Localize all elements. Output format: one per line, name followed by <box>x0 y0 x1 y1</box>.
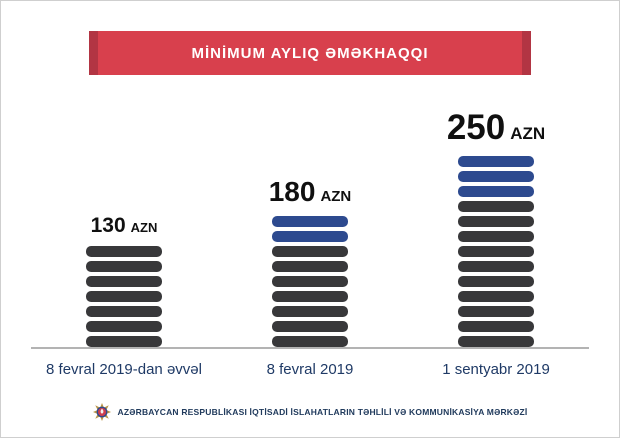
bar-segment-base <box>458 291 534 302</box>
bar-segment-base <box>272 291 348 302</box>
bar-segment-base <box>272 321 348 332</box>
value-unit: AZN <box>320 188 352 205</box>
value-number: 180 <box>268 176 316 207</box>
value-label: 250 AZN <box>447 108 545 148</box>
bar-segments <box>86 246 162 347</box>
category-label-sep-2019: 1 sentyabr 2019 <box>442 361 550 378</box>
bar-segments <box>458 156 534 347</box>
bar-segment-base <box>458 306 534 317</box>
bar-column-sep-2019: 250 AZN <box>403 108 589 347</box>
bar-segment-base <box>86 246 162 257</box>
bar-segment-increase <box>272 216 348 227</box>
value-number: 130 <box>90 214 126 237</box>
wage-bar-chart: 130 AZN 180 AZN 250 AZN <box>31 93 589 378</box>
category-labels: 8 fevral 2019-dan əvvəl 8 fevral 2019 1 … <box>31 361 589 378</box>
category-label-before-feb-2019: 8 fevral 2019-dan əvvəl <box>46 361 202 378</box>
bar-segments <box>272 216 348 347</box>
category-label-feb-2019: 8 fevral 2019 <box>266 361 354 378</box>
bar-segment-increase <box>458 171 534 182</box>
bar-segment-base <box>458 231 534 242</box>
value-label: 130 AZN <box>91 214 158 238</box>
bar-column-feb-2019: 180 AZN <box>217 176 403 347</box>
bar-segment-base <box>272 261 348 272</box>
footer-organization-text: AZƏRBAYCAN RESPUBLİKASI İQTİSADİ İSLAHAT… <box>117 407 528 417</box>
bar-segment-base <box>272 306 348 317</box>
bar-segment-base <box>86 321 162 332</box>
bar-segment-base <box>458 261 534 272</box>
value-unit: AZN <box>510 124 546 143</box>
title-banner: MİNİMUM AYLIQ ƏMƏKHAQQI <box>89 31 531 75</box>
bar-segment-increase <box>272 231 348 242</box>
bar-segment-base <box>458 216 534 227</box>
bars-area: 130 AZN 180 AZN 250 AZN <box>31 93 589 347</box>
bar-segment-base <box>86 261 162 272</box>
page-title: MİNİMUM AYLIQ ƏMƏKHAQQI <box>191 44 429 62</box>
azerbaijan-emblem-icon <box>92 403 111 421</box>
bar-segment-base <box>458 276 534 287</box>
bar-segment-increase <box>458 156 534 167</box>
bar-segment-base <box>272 246 348 257</box>
bar-segment-base <box>86 276 162 287</box>
value-unit: AZN <box>130 220 158 235</box>
bar-segment-base <box>458 321 534 332</box>
bar-segment-base <box>458 201 534 212</box>
bar-segment-base <box>272 276 348 287</box>
axis-baseline <box>31 347 589 349</box>
bar-column-before-feb-2019: 130 AZN <box>31 214 217 347</box>
value-number: 250 <box>446 108 506 147</box>
footer: AZƏRBAYCAN RESPUBLİKASI İQTİSADİ İSLAHAT… <box>1 403 619 421</box>
bar-segment-base <box>272 336 348 347</box>
value-label: 180 AZN <box>269 176 352 208</box>
bar-segment-base <box>86 336 162 347</box>
bar-segment-base <box>458 246 534 257</box>
bar-segment-base <box>86 291 162 302</box>
bar-segment-base <box>458 336 534 347</box>
bar-segment-increase <box>458 186 534 197</box>
bar-segment-base <box>86 306 162 317</box>
